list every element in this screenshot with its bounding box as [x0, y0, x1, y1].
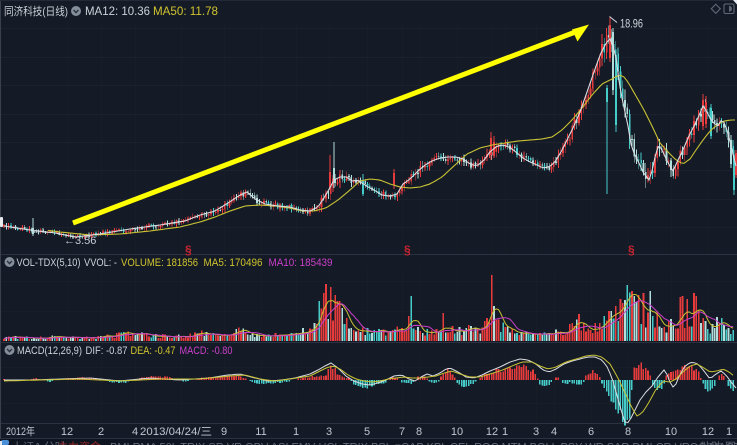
svg-text:粘贴 图: 粘贴 图: [700, 440, 736, 445]
svg-text:2: 2: [98, 426, 104, 438]
svg-text:上证A 分时: 上证A 分时: [12, 441, 66, 445]
svg-text:MA10: 185439: MA10: 185439: [269, 257, 333, 269]
svg-text:VOL-TDX(5,10): VOL-TDX(5,10): [17, 257, 81, 269]
svg-text:同济科技(日线): 同济科技(日线): [4, 4, 68, 18]
svg-text:10: 10: [665, 426, 677, 438]
svg-text:6: 6: [588, 426, 594, 438]
svg-text:3: 3: [326, 426, 332, 438]
svg-text:11: 11: [255, 426, 266, 438]
svg-text:1: 1: [293, 426, 299, 438]
svg-text:18.96: 18.96: [620, 19, 643, 31]
svg-text:4: 4: [551, 426, 557, 438]
svg-text:§: §: [404, 243, 411, 257]
svg-text:4: 4: [132, 426, 138, 438]
svg-text:12: 12: [486, 426, 498, 438]
svg-text:2012年: 2012年: [6, 424, 35, 438]
svg-text:MA50: 11.78: MA50: 11.78: [153, 4, 218, 18]
svg-text:§: §: [628, 243, 635, 257]
svg-text:7: 7: [399, 426, 405, 438]
svg-text:2013/04/24/三: 2013/04/24/三: [140, 426, 212, 438]
svg-text:9: 9: [221, 426, 227, 438]
svg-text:DIF: -0.87: DIF: -0.87: [86, 345, 128, 357]
svg-text:1: 1: [502, 426, 508, 438]
svg-text:10: 10: [451, 426, 463, 438]
svg-text:BMI RMA 50L TRIX SR VR OBV AS: BMI RMA 50L TRIX SR VR OBV ASI EMV HCL T…: [110, 440, 737, 445]
svg-text:8: 8: [416, 426, 422, 438]
svg-text:§: §: [185, 243, 192, 257]
svg-text:←3.56: ←3.56: [64, 235, 96, 247]
svg-text:VVOL: -: VVOL: -: [84, 257, 117, 269]
svg-text:3: 3: [533, 426, 539, 438]
svg-text:5: 5: [364, 426, 370, 438]
svg-text:MA5: 170496: MA5: 170496: [204, 257, 263, 269]
svg-text:主力资金: 主力资金: [57, 440, 101, 445]
svg-text:1: 1: [726, 426, 732, 438]
svg-text:VOLUME: 181856: VOLUME: 181856: [121, 257, 198, 269]
svg-text:12: 12: [61, 426, 73, 438]
svg-text:8: 8: [625, 426, 631, 438]
svg-text:MACD(12,26,9): MACD(12,26,9): [17, 345, 82, 357]
svg-text:MACD: -0.80: MACD: -0.80: [180, 345, 233, 357]
svg-text:DEA: -0.47: DEA: -0.47: [131, 345, 176, 357]
svg-text:MA12: 10.36: MA12: 10.36: [85, 4, 150, 18]
svg-text:12: 12: [702, 426, 714, 438]
